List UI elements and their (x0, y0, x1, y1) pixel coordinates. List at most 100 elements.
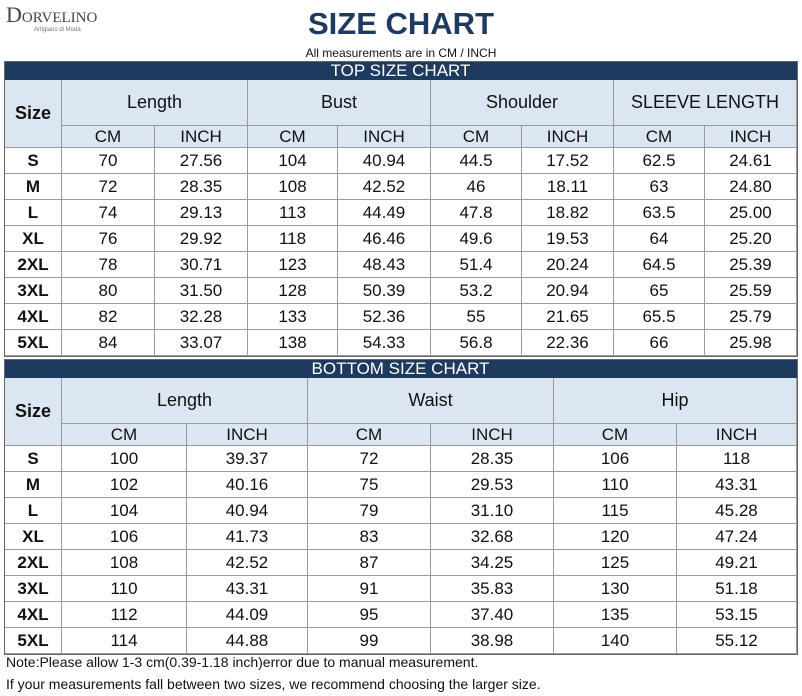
brand: Dorvelino (6, 2, 98, 27)
value-cell: 25.98 (705, 330, 797, 356)
value-cell: 110 (62, 576, 187, 602)
value-cell: 30.71 (155, 252, 248, 278)
size-cell: 5XL (5, 330, 62, 356)
group-header: Shoulder (431, 80, 614, 126)
value-cell: 133 (248, 304, 338, 330)
size-cell: L (5, 200, 62, 226)
value-cell: 35.83 (431, 576, 554, 602)
value-cell: 48.43 (338, 252, 431, 278)
value-cell: 42.52 (187, 550, 308, 576)
value-cell: 80 (62, 278, 155, 304)
value-cell: 37.40 (431, 602, 554, 628)
value-cell: 34.25 (431, 550, 554, 576)
value-cell: 91 (308, 576, 431, 602)
group-header: Waist (308, 378, 554, 424)
size-header: Size (5, 378, 62, 446)
size-cell: M (5, 174, 62, 200)
unit-header: INCH (677, 424, 797, 446)
size-cell: S (5, 446, 62, 472)
value-cell: 47.24 (677, 524, 797, 550)
group-header: Bust (248, 80, 431, 126)
value-cell: 49.21 (677, 550, 797, 576)
value-cell: 66 (614, 330, 705, 356)
unit-header: CM (614, 126, 705, 148)
value-cell: 44.5 (431, 148, 522, 174)
value-cell: 64 (614, 226, 705, 252)
unit-header: INCH (522, 126, 614, 148)
value-cell: 28.35 (431, 446, 554, 472)
value-cell: 44.09 (187, 602, 308, 628)
unit-header: CM (431, 126, 522, 148)
value-cell: 25.00 (705, 200, 797, 226)
value-cell: 78 (62, 252, 155, 278)
size-cell: XL (5, 226, 62, 252)
value-cell: 123 (248, 252, 338, 278)
value-cell: 19.53 (522, 226, 614, 252)
value-cell: 114 (62, 628, 187, 654)
value-cell: 46 (431, 174, 522, 200)
value-cell: 29.53 (431, 472, 554, 498)
unit-header: INCH (187, 424, 308, 446)
value-cell: 47.8 (431, 200, 522, 226)
value-cell: 40.94 (338, 148, 431, 174)
value-cell: 108 (248, 174, 338, 200)
value-cell: 31.10 (431, 498, 554, 524)
value-cell: 49.6 (431, 226, 522, 252)
value-cell: 118 (677, 446, 797, 472)
size-header: Size (5, 80, 62, 148)
value-cell: 140 (554, 628, 677, 654)
value-cell: 44.88 (187, 628, 308, 654)
value-cell: 56.8 (431, 330, 522, 356)
title: SIZE CHART (308, 6, 494, 41)
value-cell: 82 (62, 304, 155, 330)
value-cell: 110 (554, 472, 677, 498)
value-cell: 25.79 (705, 304, 797, 330)
value-cell: 38.98 (431, 628, 554, 654)
value-cell: 46.46 (338, 226, 431, 252)
unit-header: INCH (155, 126, 248, 148)
size-cell: 5XL (5, 628, 62, 654)
value-cell: 108 (62, 550, 187, 576)
tagline: Artigiano di Moda (34, 27, 81, 33)
value-cell: 28.35 (155, 174, 248, 200)
value-cell: 18.82 (522, 200, 614, 226)
value-cell: 75 (308, 472, 431, 498)
value-cell: 27.56 (155, 148, 248, 174)
value-cell: 53.2 (431, 278, 522, 304)
size-cell: XL (5, 524, 62, 550)
value-cell: 118 (248, 226, 338, 252)
value-cell: 106 (62, 524, 187, 550)
value-cell: 25.59 (705, 278, 797, 304)
value-cell: 40.94 (187, 498, 308, 524)
unit-header: INCH (431, 424, 554, 446)
value-cell: 76 (62, 226, 155, 252)
unit-header: INCH (338, 126, 431, 148)
note: If your measurements fall between two si… (6, 676, 541, 692)
value-cell: 39.37 (187, 446, 308, 472)
value-cell: 65.5 (614, 304, 705, 330)
value-cell: 31.50 (155, 278, 248, 304)
size-cell: 2XL (5, 252, 62, 278)
table-banner: BOTTOM SIZE CHART (5, 359, 797, 378)
group-header: SLEEVE LENGTH (614, 80, 797, 126)
value-cell: 128 (248, 278, 338, 304)
unit-header: CM (62, 126, 155, 148)
value-cell: 51.18 (677, 576, 797, 602)
size-cell: 4XL (5, 602, 62, 628)
value-cell: 65 (614, 278, 705, 304)
value-cell: 17.52 (522, 148, 614, 174)
size-cell: 2XL (5, 550, 62, 576)
value-cell: 29.92 (155, 226, 248, 252)
value-cell: 87 (308, 550, 431, 576)
value-cell: 32.28 (155, 304, 248, 330)
size-cell: S (5, 148, 62, 174)
group-header: Length (62, 378, 308, 424)
value-cell: 44.49 (338, 200, 431, 226)
value-cell: 42.52 (338, 174, 431, 200)
value-cell: 130 (554, 576, 677, 602)
value-cell: 138 (248, 330, 338, 356)
value-cell: 99 (308, 628, 431, 654)
value-cell: 24.80 (705, 174, 797, 200)
value-cell: 120 (554, 524, 677, 550)
value-cell: 79 (308, 498, 431, 524)
